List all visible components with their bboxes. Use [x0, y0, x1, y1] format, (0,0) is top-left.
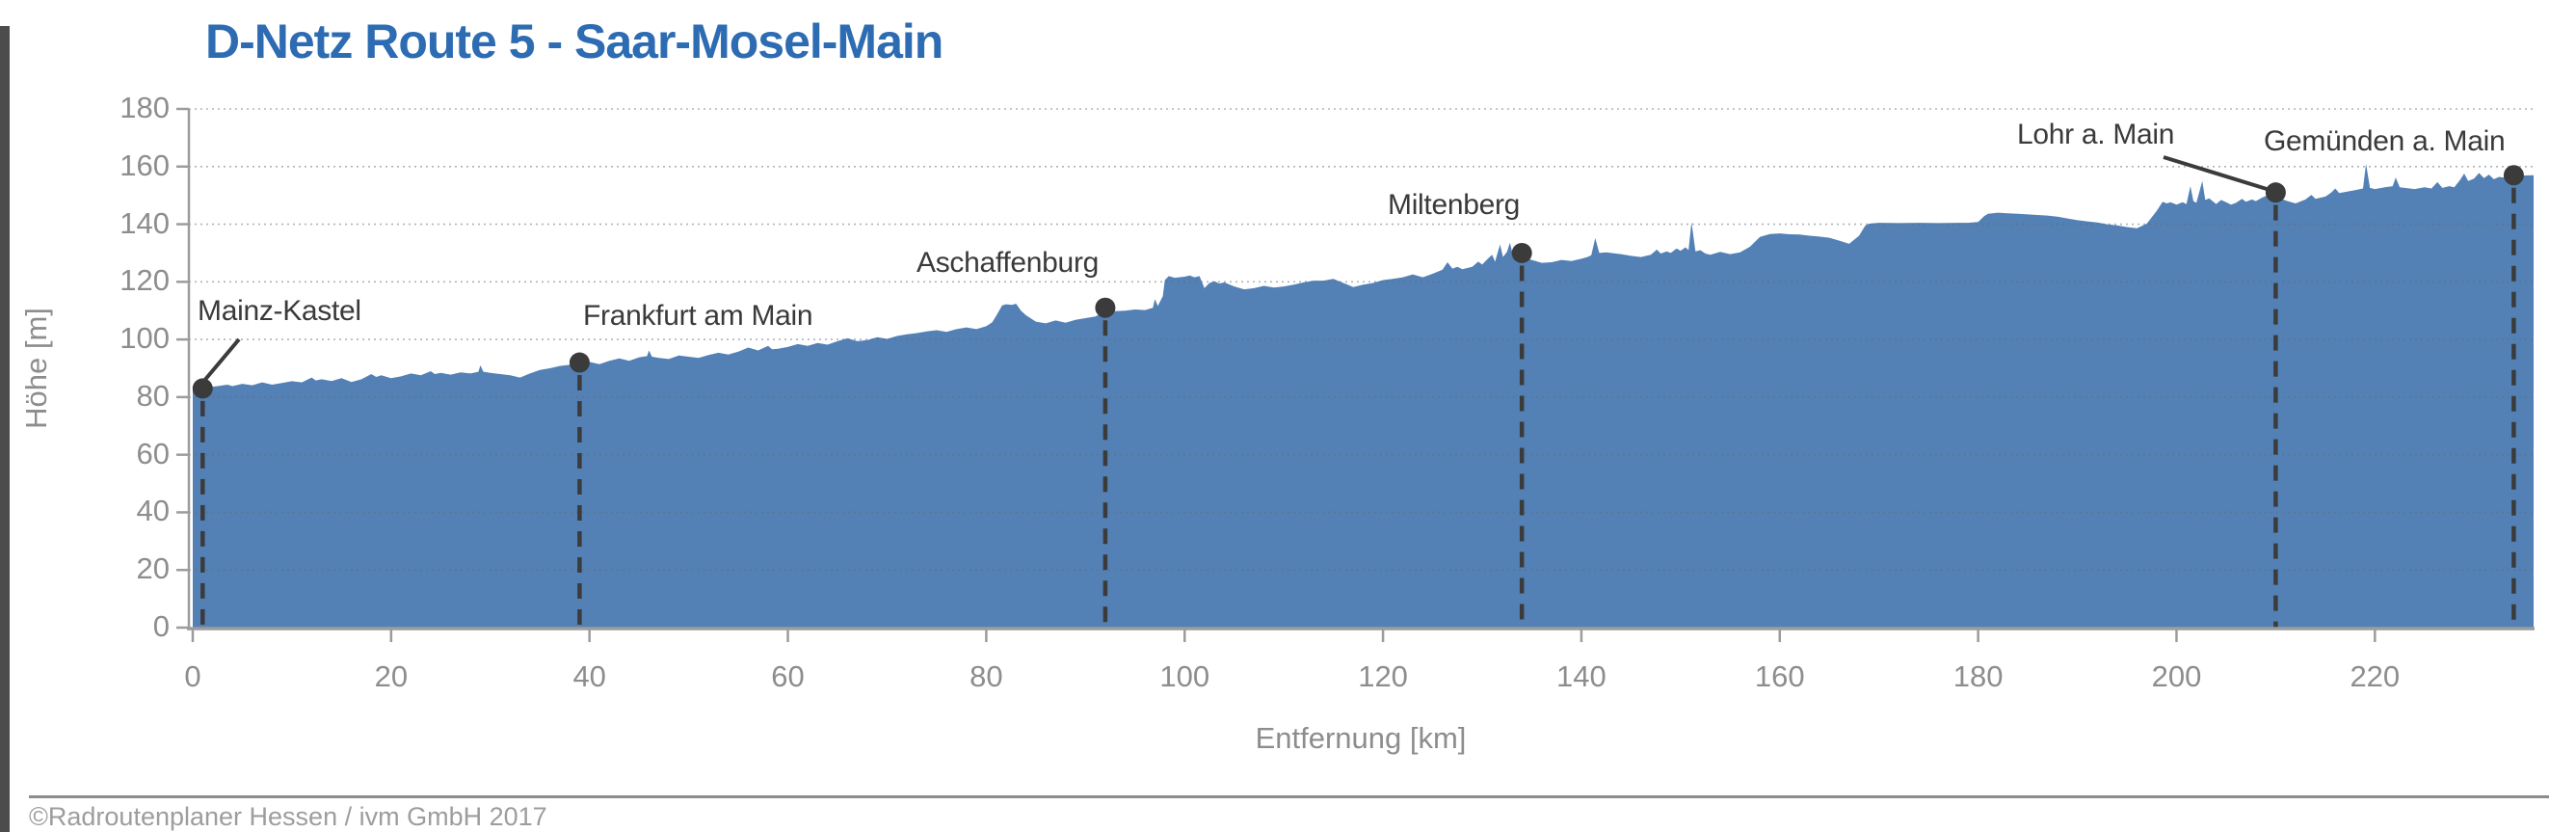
y-tick-label-80: 80	[136, 378, 170, 413]
x-tick-label-20: 20	[374, 659, 409, 693]
x-tick-label-0: 0	[184, 659, 201, 693]
marker-dot-gem-nden-a-main	[2503, 165, 2524, 186]
x-tick-label-220: 220	[2350, 659, 2401, 693]
marker-dot-mainz-kastel	[192, 378, 213, 399]
window-edge-bar	[0, 26, 10, 832]
y-tick-label-0: 0	[152, 609, 170, 643]
y-tick-label-160: 160	[120, 148, 170, 182]
y-tick-label-180: 180	[120, 91, 170, 124]
x-tick-label-200: 200	[2151, 659, 2202, 693]
city-label-gem-nden-a-main: Gemünden a. Main	[2264, 125, 2506, 157]
y-tick-label-60: 60	[136, 436, 170, 470]
city-label-frankfurt-am-main: Frankfurt am Main	[583, 300, 813, 332]
city-label-aschaffenburg: Aschaffenburg	[916, 247, 1100, 279]
y-tick-label-140: 140	[120, 205, 170, 240]
marker-dot-miltenberg	[1511, 242, 1532, 263]
x-tick-label-120: 120	[1358, 659, 1408, 693]
leader-line-lohr-a-main	[2163, 155, 2268, 191]
x-tick-label-40: 40	[572, 659, 606, 693]
x-axis-title: Entfernung [km]	[1255, 721, 1467, 755]
y-tick-label-20: 20	[136, 551, 170, 586]
x-tick-label-80: 80	[969, 659, 1003, 693]
x-tick-label-60: 60	[771, 659, 805, 693]
copyright-text: ©Radroutenplaner Hessen / ivm GmbH 2017	[29, 802, 547, 831]
y-tick-label-40: 40	[136, 494, 170, 528]
marker-dot-aschaffenburg	[1095, 297, 1116, 318]
city-label-lohr-a-main: Lohr a. Main	[2017, 119, 2175, 150]
city-label-miltenberg: Miltenberg	[1388, 189, 1521, 221]
x-tick-label-140: 140	[1556, 659, 1607, 693]
chart-title: D-Netz Route 5 - Saar-Mosel-Main	[205, 14, 943, 68]
marker-dot-lohr-a-main	[2265, 182, 2286, 203]
y-tick-label-100: 100	[120, 321, 170, 356]
leader-line-mainz-kastel	[201, 337, 241, 384]
x-tick-label-100: 100	[1159, 659, 1210, 693]
footer-divider	[29, 795, 2549, 798]
x-tick-label-160: 160	[1754, 659, 1805, 693]
y-axis-title: Höhe [m]	[19, 308, 53, 429]
y-tick-label-120: 120	[120, 263, 170, 298]
city-label-mainz-kastel: Mainz-Kastel	[198, 295, 361, 327]
marker-dot-frankfurt-am-main	[569, 352, 590, 373]
x-tick-label-180: 180	[1952, 659, 2004, 693]
